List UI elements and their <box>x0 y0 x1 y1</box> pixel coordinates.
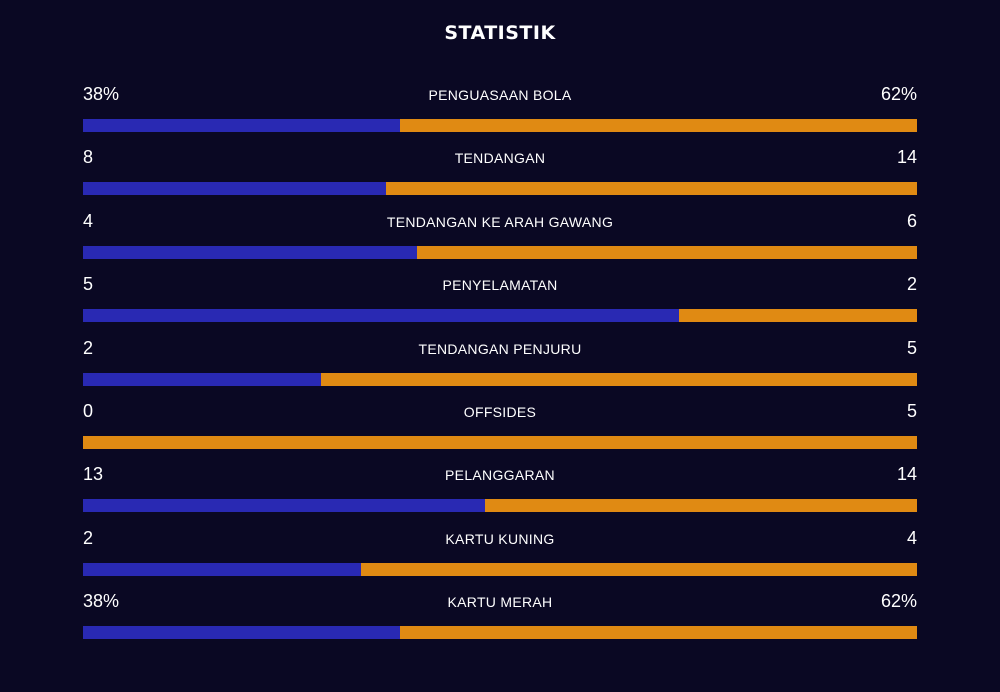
comparison-bar <box>83 435 917 449</box>
stat-row: 4 TENDANGAN KE ARAH GAWANG 6 <box>83 205 917 268</box>
home-bar-segment <box>83 372 322 386</box>
home-bar-segment <box>83 245 417 259</box>
away-bar-segment <box>484 499 917 513</box>
stat-label: TENDANGAN PENJURU <box>418 340 582 357</box>
away-bar-segment <box>360 562 917 576</box>
away-value: 14 <box>896 147 917 168</box>
comparison-bar <box>83 182 917 196</box>
away-bar-segment <box>399 626 917 640</box>
comparison-bar <box>83 245 917 259</box>
stat-label: PENGUASAAN BOLA <box>428 87 572 103</box>
home-bar-segment <box>83 562 361 576</box>
home-bar-segment <box>83 309 679 323</box>
comparison-bar <box>83 562 917 576</box>
home-value: 38% <box>83 84 120 104</box>
away-value: 4 <box>906 527 917 548</box>
stat-label: PELANGGARAN <box>445 467 555 484</box>
home-value: 8 <box>83 147 94 168</box>
away-value: 5 <box>906 400 917 421</box>
away-value: 62% <box>880 591 917 612</box>
stat-label: TENDANGAN <box>454 150 546 167</box>
away-bar-segment <box>399 119 917 132</box>
home-bar-segment <box>83 626 400 640</box>
away-value: 62% <box>880 84 917 104</box>
comparison-bar <box>83 119 917 132</box>
home-value: 0 <box>83 400 94 421</box>
away-bar-segment <box>386 182 917 196</box>
stat-label: KARTU MERAH <box>447 594 553 611</box>
stat-row: 38% KARTU MERAH 62% <box>83 585 917 648</box>
stat-row: 0 OFFSIDES 5 <box>83 395 917 458</box>
away-bar-segment <box>416 245 917 259</box>
home-bar-segment <box>83 182 387 196</box>
page-title: STATISTIK <box>444 22 556 44</box>
stat-label: KARTU KUNING <box>445 530 555 547</box>
away-value: 5 <box>906 337 917 358</box>
stat-row: 5 PENYELAMATAN 2 <box>83 268 917 331</box>
home-value: 2 <box>83 337 94 358</box>
home-bar-segment <box>83 499 485 513</box>
home-bar-segment <box>83 119 400 132</box>
home-value: 5 <box>83 274 94 295</box>
away-bar-segment <box>321 372 917 386</box>
away-value: 6 <box>906 210 917 231</box>
stat-label: TENDANGAN KE ARAH GAWANG <box>386 213 614 230</box>
home-value: 2 <box>83 527 94 548</box>
home-value: 13 <box>83 464 104 485</box>
stat-row: 8 TENDANGAN 14 <box>83 141 917 204</box>
away-bar-segment <box>678 309 917 323</box>
comparison-bar <box>83 499 917 513</box>
stats-list: 38% PENGUASAAN BOLA 62% 8 TENDANGAN 14 4 TENDAN… <box>83 78 917 649</box>
stat-label: PENYELAMATAN <box>442 277 558 294</box>
away-bar-segment <box>83 435 917 449</box>
away-value: 2 <box>906 274 917 295</box>
stat-row: 2 KARTU KUNING 4 <box>83 522 917 585</box>
stat-row: 38% PENGUASAAN BOLA 62% <box>83 78 917 141</box>
stat-label: OFFSIDES <box>463 403 537 420</box>
comparison-bar <box>83 626 917 640</box>
away-value: 14 <box>896 464 917 485</box>
home-value: 38% <box>83 591 120 612</box>
home-value: 4 <box>83 210 94 231</box>
stat-row: 13 PELANGGARAN 14 <box>83 458 917 521</box>
comparison-bar <box>83 309 917 323</box>
stat-row: 2 TENDANGAN PENJURU 5 <box>83 332 917 395</box>
comparison-bar <box>83 372 917 386</box>
